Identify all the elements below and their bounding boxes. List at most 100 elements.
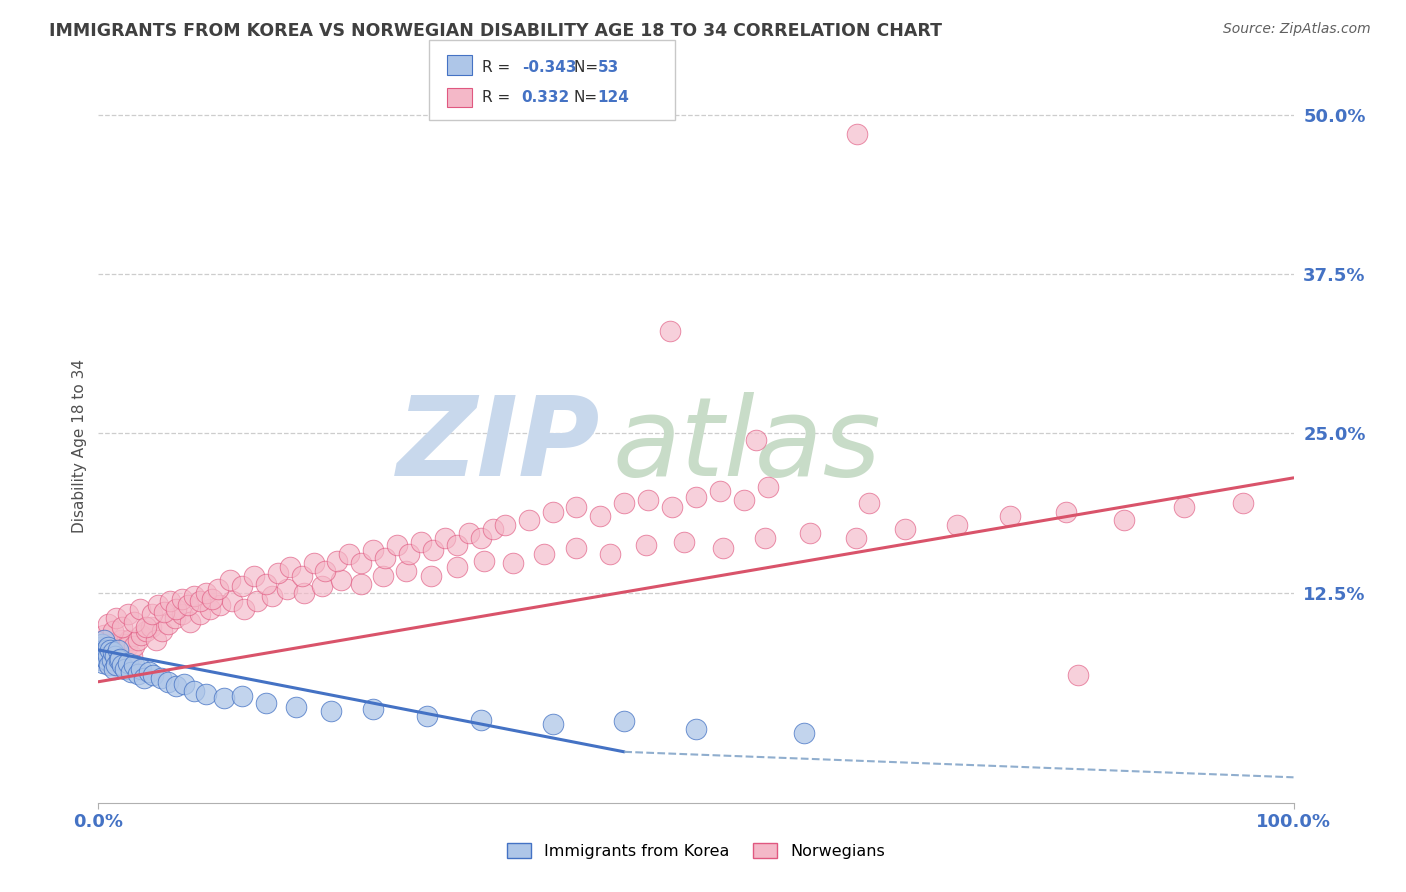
Point <box>135 624 157 638</box>
Point <box>98 645 121 659</box>
Point <box>371 569 394 583</box>
Point <box>533 547 555 561</box>
Point <box>107 652 129 666</box>
Point <box>637 492 659 507</box>
Point <box>101 639 124 653</box>
Point <box>330 573 353 587</box>
Point <box>149 671 172 685</box>
Point <box>100 649 122 664</box>
Point <box>89 649 111 664</box>
Point <box>124 639 146 653</box>
Point <box>756 480 779 494</box>
Point <box>105 611 128 625</box>
Point <box>416 709 439 723</box>
Point <box>634 538 657 552</box>
Point <box>114 662 136 676</box>
Point <box>201 591 224 606</box>
Point <box>1112 513 1135 527</box>
Point <box>339 547 361 561</box>
Point <box>661 500 683 515</box>
Point <box>494 518 516 533</box>
Point <box>98 640 122 655</box>
Point <box>124 658 146 673</box>
Point <box>138 665 160 679</box>
Point <box>673 534 696 549</box>
Point <box>254 697 277 711</box>
Point <box>107 653 129 667</box>
Text: N=: N= <box>574 89 598 104</box>
Text: N=: N= <box>574 60 603 75</box>
Point <box>845 531 868 545</box>
Point <box>141 607 163 622</box>
Point <box>446 538 468 552</box>
Point <box>422 543 444 558</box>
Point <box>243 569 266 583</box>
Point <box>198 602 221 616</box>
Point <box>733 492 755 507</box>
Point <box>156 674 179 689</box>
Point <box>132 671 155 685</box>
Point <box>131 662 153 676</box>
Point <box>93 632 115 647</box>
Point <box>94 643 117 657</box>
Point <box>103 658 125 673</box>
Point <box>96 645 118 659</box>
Point <box>363 701 385 715</box>
Point <box>394 564 416 578</box>
Point <box>93 647 115 661</box>
Point <box>110 632 132 647</box>
Point <box>94 636 117 650</box>
Point <box>446 560 468 574</box>
Point <box>276 582 298 596</box>
Point <box>470 531 492 545</box>
Point <box>541 505 564 519</box>
Point <box>188 607 211 622</box>
Point <box>411 534 433 549</box>
Text: ZIP: ZIP <box>396 392 600 500</box>
Point <box>96 656 118 670</box>
Point <box>278 560 301 574</box>
Text: 124: 124 <box>598 89 630 104</box>
Point <box>1067 668 1090 682</box>
Point <box>98 643 122 657</box>
Point <box>183 590 205 604</box>
Point <box>111 620 134 634</box>
Point <box>115 640 138 655</box>
Point <box>613 714 636 729</box>
Point <box>385 538 409 552</box>
Point <box>315 564 337 578</box>
Point <box>321 704 343 718</box>
Point <box>177 599 200 613</box>
Point <box>173 677 195 691</box>
Text: atlas: atlas <box>613 392 882 500</box>
Point <box>311 579 333 593</box>
Point <box>589 509 612 524</box>
Point <box>713 541 735 555</box>
Point <box>212 691 235 706</box>
Point <box>127 667 149 681</box>
Point <box>127 632 149 647</box>
Point <box>398 547 420 561</box>
Point <box>104 649 127 664</box>
Point <box>350 576 373 591</box>
Point <box>90 640 112 655</box>
Point <box>434 531 457 545</box>
Point <box>91 645 114 659</box>
Point <box>474 554 496 568</box>
Point <box>117 656 139 670</box>
Point <box>183 683 205 698</box>
Text: 0.332: 0.332 <box>522 89 569 104</box>
Point <box>111 645 134 659</box>
Point <box>195 688 218 702</box>
Point <box>97 617 120 632</box>
Point <box>363 543 385 558</box>
Point <box>165 679 187 693</box>
Point <box>231 579 253 593</box>
Point <box>209 599 232 613</box>
Point <box>100 653 122 667</box>
Point <box>1000 509 1022 524</box>
Point <box>195 585 218 599</box>
Point <box>374 551 396 566</box>
Point <box>1232 496 1254 510</box>
Point <box>565 541 588 555</box>
